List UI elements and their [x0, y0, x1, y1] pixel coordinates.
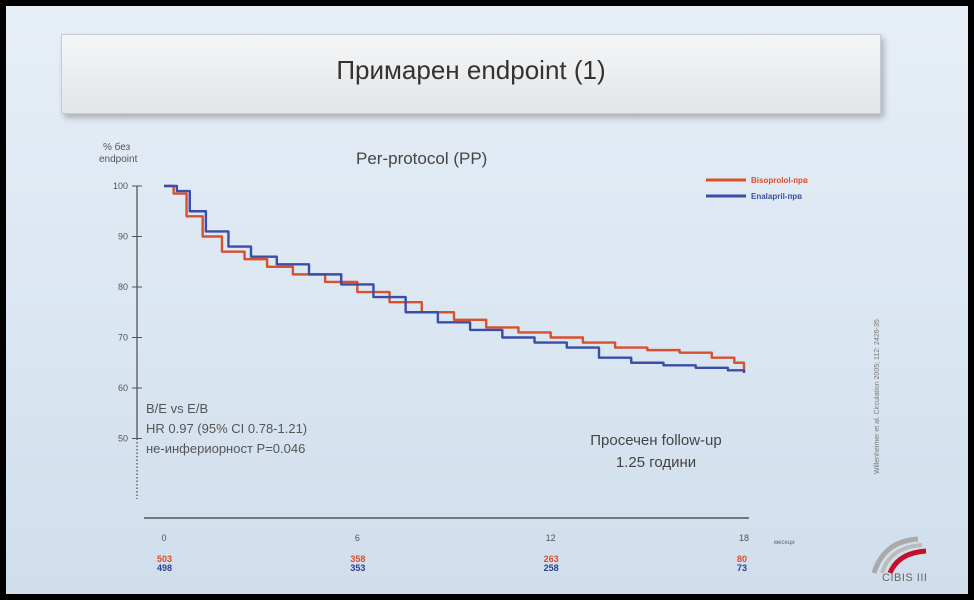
followup-box: Просечен follow-up 1.25 години — [566, 430, 746, 474]
followup-value: 1.25 години — [615, 454, 697, 471]
x-tick-label-6: 6 — [355, 533, 360, 543]
survival-chart: 100 90 80 70 60 50 0 6 12 18 Bisoprolol-прв Enalapr… — [113, 176, 808, 543]
at-risk-12: 263 258 — [544, 555, 559, 573]
at-risk-bisoprolol-18: 80 — [737, 554, 748, 564]
stats-hazard-ratio: HR 0.97 (95% CI 0.78-1.21) — [146, 421, 308, 436]
at-risk-0: 503 498 — [157, 555, 172, 573]
series-line-bisoprolol — [164, 184, 746, 373]
y-tick-label-80: 80 — [118, 282, 128, 292]
x-tick-label-12: 12 — [546, 533, 556, 543]
x-tick-label-18: 18 — [739, 533, 749, 543]
title-box: Примарен endpoint (1) — [61, 34, 881, 114]
at-risk-bisoprolol-12: 263 — [543, 554, 559, 564]
slide-title: Примарен endpoint (1) — [336, 55, 606, 85]
y-tick-label-60: 60 — [118, 383, 128, 393]
x-tick-label-0: 0 — [161, 533, 166, 543]
citation: Willenheimer et al. Circulation 2005; 11… — [874, 174, 884, 474]
at-risk-enalapril-0: 498 — [157, 563, 173, 573]
at-risk-enalapril-12: 258 — [543, 563, 559, 573]
y-tick-label-50: 50 — [118, 434, 128, 444]
y-axis-label-line2: endpoint — [99, 154, 138, 165]
stats-comparison: B/E vs E/B — [146, 401, 209, 416]
series-line-enalapril — [164, 184, 746, 373]
legend-label-0: Bisoprolol-прв — [751, 176, 808, 185]
y-axis-label-line1: % без — [103, 142, 131, 153]
at-risk-enalapril-18: 73 — [737, 563, 748, 573]
at-risk-6: 358 353 — [350, 555, 365, 573]
y-tick-label-70: 70 — [118, 333, 128, 343]
chart-title: Per-protocol (PP) — [356, 149, 488, 168]
followup-label: Просечен follow-up — [590, 432, 722, 449]
cibis-logo-icon — [871, 536, 927, 575]
stats-box: B/E vs E/B HR 0.97 (95% CI 0.78-1.21) не… — [146, 399, 307, 459]
slide: Примарен endpoint (1) % без endpoint Per… — [6, 6, 968, 594]
stats-noninferiority: не-инфериорност P=0.046 — [146, 441, 306, 456]
y-tick-label-90: 90 — [118, 232, 128, 242]
y-tick-label-100: 100 — [113, 181, 128, 191]
citation-text: Willenheimer et al. Circulation 2005; 11… — [874, 319, 881, 474]
at-risk-enalapril-6: 353 — [350, 563, 366, 573]
x-unit-label: месеци — [774, 540, 795, 546]
at-risk-18: 80 73 — [737, 555, 747, 573]
at-risk-bisoprolol-6: 358 — [350, 554, 366, 564]
logo-text: CIBIS III — [882, 572, 928, 584]
at-risk-bisoprolol-0: 503 — [157, 554, 173, 564]
legend-label-1: Enalapril-прв — [751, 192, 802, 201]
